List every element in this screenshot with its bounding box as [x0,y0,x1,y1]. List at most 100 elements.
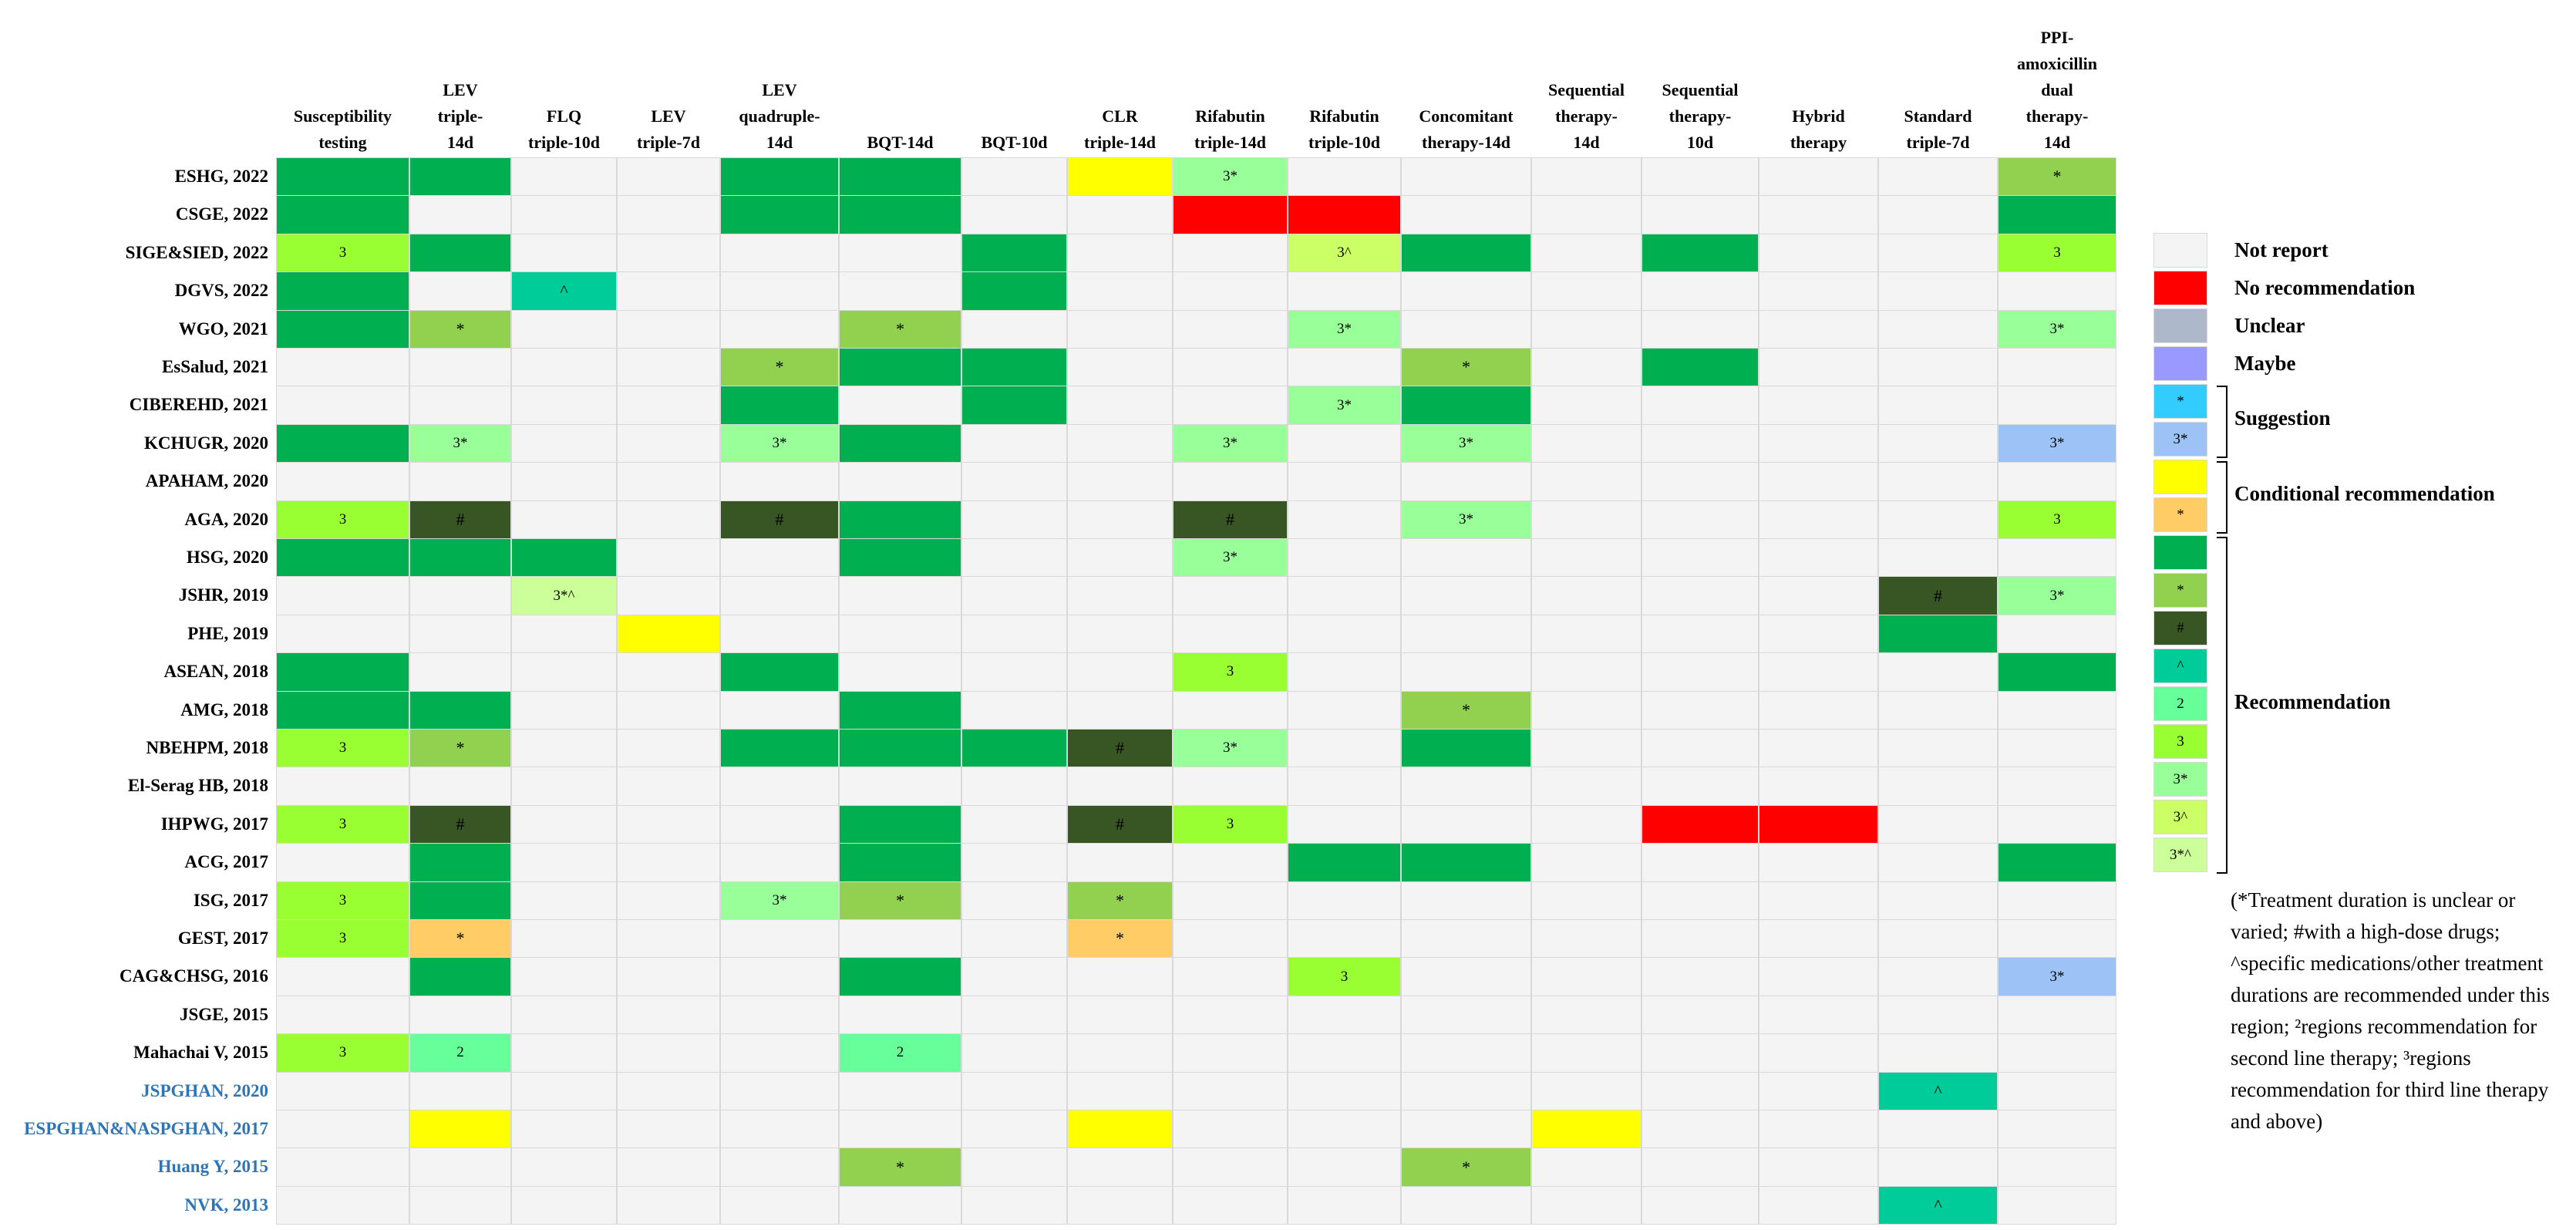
heatmap-cell [511,538,617,578]
heatmap-cell [839,500,961,539]
heatmap-cell: 3* [1401,500,1531,539]
legend-label: Maybe [2234,352,2296,375]
heatmap-cell [1531,995,1642,1035]
heatmap-cell [409,576,511,615]
heatmap-cell [511,500,617,539]
heatmap-cell [839,423,961,463]
heatmap-cell [1998,271,2116,311]
heatmap-cell [1067,767,1173,806]
row-label: EsSalud, 2021 [161,357,268,376]
heatmap-cell: 3* [1998,309,2116,349]
heatmap-cell [1067,500,1173,539]
heatmap-cell [1173,690,1288,730]
legend-label: Unclear [2234,314,2305,337]
heatmap-cell [1531,614,1642,654]
heatmap-cell [511,386,617,425]
heatmap-cell [1067,690,1173,730]
cell-mark: 3 [1226,815,1234,832]
heatmap-cell [1998,881,2116,920]
legend-swatch-mark: * [2177,581,2184,598]
column-header: Standard triple-7d [1904,106,1972,152]
heatmap-cell [720,1033,839,1073]
heatmap-cell [1067,423,1173,463]
heatmap-cell [839,462,961,501]
heatmap-cell [617,804,720,844]
heatmap-cell [511,1147,617,1187]
heatmap-cell [720,652,839,692]
cell-mark: 3* [1337,320,1352,337]
heatmap-cell [1642,500,1759,539]
heatmap-cell [1288,919,1401,959]
heatmap-cell: * [1067,919,1173,959]
heatmap-cell [276,576,409,615]
row-label: ACG, 2017 [184,852,268,872]
heatmap-cell: # [1067,804,1173,844]
heatmap-cell [1067,995,1173,1035]
row-label: JSPGHAN, 2020 [141,1080,268,1100]
heatmap-cell: 3* [720,881,839,920]
row-label: WGO, 2021 [178,318,268,339]
row-label: CIBEREHD, 2021 [129,395,268,415]
cell-mark: * [896,1157,904,1177]
heatmap-cell [720,271,839,311]
heatmap-cell: 3* [409,423,511,463]
heatmap-cell [1531,690,1642,730]
heatmap-cell: 3 [276,881,409,920]
heatmap-cell [1067,309,1173,349]
heatmap-cell: # [409,804,511,844]
heatmap-cell [1288,1147,1401,1187]
heatmap-cell [961,767,1067,806]
column-header: BQT-10d [981,133,1048,152]
heatmap-cell [1878,309,1998,349]
row-label: JSHR, 2019 [178,585,268,605]
row-label: IHPWG, 2017 [160,814,268,834]
heatmap-cell [511,957,617,996]
heatmap-cell [1642,157,1759,197]
heatmap-cell [276,652,409,692]
cell-mark: * [1462,357,1470,377]
legend-swatch-mark: # [2177,619,2184,636]
heatmap-cell [1878,386,1998,425]
heatmap-cell [839,614,961,654]
heatmap-cell [617,423,720,463]
heatmap-cell [839,843,961,882]
heatmap-cell [1759,157,1878,197]
heatmap-cell [720,729,839,768]
heatmap-cell [1998,386,2116,425]
heatmap-cell: 3* [1173,157,1288,197]
heatmap-cell [1067,1033,1173,1073]
heatmap-cell [1998,1147,2116,1187]
heatmap-cell [511,881,617,920]
heatmap-cell [617,538,720,578]
heatmap-cell [839,919,961,959]
legend-swatch-mark: 3^ [2173,808,2188,825]
heatmap-cell [1173,919,1288,959]
heatmap-cell [1288,195,1401,234]
heatmap-cell [1173,843,1288,882]
heatmap-cell [617,309,720,349]
heatmap-cell [720,576,839,615]
heatmap-cell [1401,462,1531,501]
heatmap-cell [1401,1033,1531,1073]
heatmap-cell: # [1173,500,1288,539]
heatmap-cell [961,195,1067,234]
heatmap-cell [1759,690,1878,730]
heatmap-cell [1067,614,1173,654]
heatmap-cell [511,690,617,730]
heatmap-cell [1998,1110,2116,1149]
heatmap-cell [1759,804,1878,844]
heatmap-cell [1531,576,1642,615]
heatmap-cell [1531,919,1642,959]
heatmap-cell [839,957,961,996]
cell-mark: 3 [338,244,347,261]
heatmap-cell [1878,348,1998,387]
heatmap-cell [617,1033,720,1073]
heatmap-cell [1642,195,1759,234]
heatmap-cell [511,462,617,501]
cell-mark: 3* [772,891,787,908]
column-header: LEV quadruple- 14d [739,80,820,152]
cell-mark: # [1934,585,1942,605]
heatmap-cell [1998,348,2116,387]
heatmap-cell [1759,233,1878,273]
heatmap-cell [720,1185,839,1225]
